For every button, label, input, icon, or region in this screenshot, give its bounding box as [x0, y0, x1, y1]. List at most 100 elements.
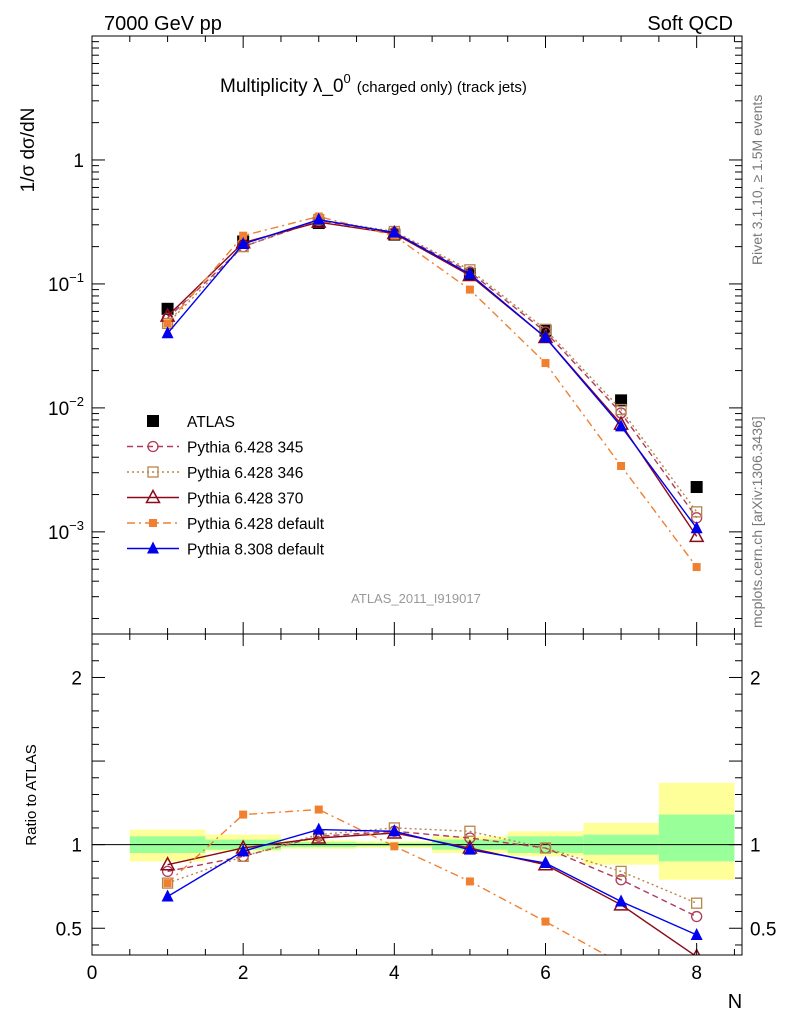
- ratio-point: [615, 894, 628, 907]
- ratio-point: [161, 877, 174, 889]
- ratio-point: [691, 897, 703, 909]
- ratio-ytick-label-right: 1: [750, 836, 761, 857]
- series-line: [167, 215, 698, 568]
- data-point: [688, 527, 705, 543]
- ratio-point: [690, 927, 703, 940]
- main-panel: 10−3 10−2 10−1 1: [48, 35, 743, 635]
- legend-marker: [145, 488, 161, 504]
- legend-entry: Pythia 6.428 345: [127, 440, 303, 457]
- ratio-point: [388, 824, 401, 837]
- legend-entry: Pythia 8.308 default: [127, 541, 325, 559]
- main-ytick-label: 1: [73, 151, 84, 172]
- data-point: [692, 563, 701, 572]
- ratio-point: [239, 810, 248, 819]
- legend-entry: Pythia 6.428 370: [127, 488, 304, 508]
- ratio-point: [617, 959, 625, 967]
- ratio-point: [310, 829, 327, 844]
- legend-marker: [147, 415, 159, 427]
- ratio-point: [691, 910, 703, 923]
- analysis-id: ATLAS_2011_I919017: [351, 591, 481, 606]
- main-ylabel: 1/σ dσ/dN: [18, 108, 39, 193]
- ratio-series-pythia-6-428-default: [163, 805, 625, 967]
- ratio-line: [167, 830, 698, 918]
- source-label: mcplots.cern.ch [arXiv:1306.3436]: [749, 416, 765, 628]
- ratio-point: [161, 865, 174, 878]
- ratio-point: [161, 889, 174, 902]
- ratio-ytick-label: 0.5: [56, 919, 82, 940]
- ratio-frame: [91, 633, 743, 956]
- ratio-xtick-label: 6: [540, 963, 551, 984]
- ratio-point: [464, 825, 476, 837]
- data-point: [690, 481, 703, 494]
- title-superscript: 0: [344, 71, 351, 86]
- uncertainty-band-inner: [658, 814, 735, 862]
- series-pythia-8-308-default: [161, 212, 703, 534]
- data-point: [237, 236, 250, 249]
- ratio-point: [314, 805, 323, 814]
- data-point: [541, 359, 550, 368]
- ratio-point: [163, 879, 172, 888]
- data-point: [615, 403, 627, 416]
- data-point: [691, 506, 703, 518]
- energy-label: 7000 GeV pp: [104, 13, 222, 35]
- data-point: [163, 319, 172, 328]
- rivet-label: Rivet 3.1.10, ≥ 1.5M events: [749, 95, 765, 265]
- main-ytick-label: 10−1: [48, 270, 84, 296]
- ratio-point: [539, 842, 552, 854]
- ratio-point: [237, 844, 250, 857]
- ratio-point: [465, 877, 474, 886]
- ratio-point: [463, 842, 476, 855]
- series-line: [167, 221, 698, 537]
- main-ytick-label: 10−3: [48, 518, 84, 544]
- legend-label: Pythia 6.428 346: [187, 465, 303, 482]
- ratio-xtick-label: 2: [238, 963, 249, 984]
- main-ytick-label: 10−2: [48, 394, 84, 420]
- ratio-xlabel: N: [728, 991, 742, 1013]
- legend-entry: Pythia 6.428 default: [127, 516, 325, 533]
- legend-marker: [147, 466, 159, 478]
- legend-label: Pythia 6.428 370: [187, 491, 304, 508]
- legend: ATLAS Pythia 6.428 345 Pythia 6.428 346 Pyt…: [127, 414, 325, 559]
- ratio-ytick-label-right: 2: [750, 668, 761, 689]
- data-point: [690, 521, 703, 534]
- data-point: [239, 231, 248, 240]
- ratio-ytick-label: 1: [71, 836, 82, 857]
- data-point: [617, 461, 626, 470]
- ratio-ylabel: Ratio to ATLAS: [23, 744, 40, 845]
- legend-label: Pythia 6.428 default: [187, 516, 325, 533]
- legend-marker: [149, 519, 157, 527]
- data-point: [388, 225, 401, 238]
- legend-marker: [147, 440, 159, 453]
- chart-title: Multiplicity λ_00 (charged only) (track j…: [220, 71, 527, 97]
- title-suffix: (charged only) (track jets): [357, 79, 527, 96]
- series-line: [167, 218, 698, 529]
- ratio-point: [390, 842, 399, 851]
- ratio-point: [312, 822, 325, 835]
- ratio-series-group: [159, 805, 703, 967]
- ratio-point: [539, 856, 552, 869]
- ratio-line: [167, 808, 608, 955]
- data-point: [312, 212, 325, 225]
- legend-label: Pythia 8.308 default: [187, 542, 325, 559]
- data-point: [615, 419, 628, 432]
- legend-marker: [147, 541, 159, 554]
- ratio-xtick-label: 4: [389, 963, 400, 984]
- data-point: [161, 326, 174, 339]
- series-line: [167, 218, 698, 513]
- series-line: [167, 219, 698, 519]
- ratio-series-pythia-8-308-default: [161, 822, 703, 940]
- ratio-point: [159, 856, 176, 871]
- legend-label: ATLAS: [187, 414, 235, 431]
- data-point: [463, 267, 476, 280]
- ratio-ytick-label-right: 0.5: [750, 919, 776, 940]
- data-point: [465, 285, 474, 294]
- ratio-panel: 0.5 0.5 1 1 2 2 0 2 4 6 8: [56, 633, 776, 984]
- ratio-point: [615, 865, 627, 878]
- legend-label: Pythia 6.428 345: [187, 440, 303, 457]
- data-point: [615, 394, 628, 407]
- legend-entry: ATLAS: [147, 414, 235, 431]
- ratio-line: [167, 828, 697, 936]
- ratio-point: [541, 917, 550, 926]
- ratio-ytick-label: 2: [71, 668, 82, 689]
